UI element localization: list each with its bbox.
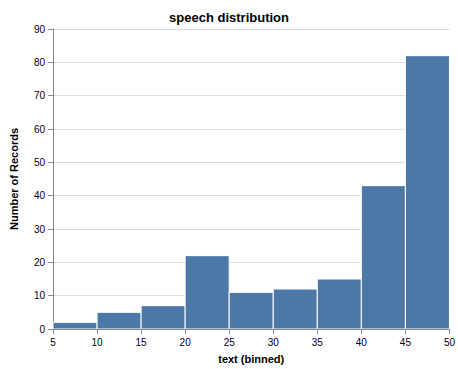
svg-text:40: 40: [34, 190, 46, 201]
svg-text:Number of Records: Number of Records: [8, 128, 20, 230]
svg-text:25: 25: [224, 337, 236, 348]
svg-text:35: 35: [312, 337, 324, 348]
svg-text:50: 50: [444, 337, 456, 348]
svg-text:90: 90: [34, 24, 46, 35]
svg-text:30: 30: [268, 337, 280, 348]
svg-text:80: 80: [34, 57, 46, 68]
svg-text:0: 0: [39, 324, 45, 335]
svg-text:30: 30: [34, 224, 46, 235]
svg-text:60: 60: [34, 124, 46, 135]
svg-text:5: 5: [50, 337, 56, 348]
svg-text:40: 40: [356, 337, 368, 348]
svg-text:70: 70: [34, 90, 46, 101]
svg-text:10: 10: [34, 290, 46, 301]
svg-text:20: 20: [180, 337, 192, 348]
svg-text:20: 20: [34, 257, 46, 268]
svg-text:45: 45: [400, 337, 412, 348]
svg-text:15: 15: [136, 337, 148, 348]
svg-text:10: 10: [91, 337, 103, 348]
svg-text:50: 50: [34, 157, 46, 168]
svg-text:speech distribution: speech distribution: [169, 10, 289, 25]
svg-text:text (binned): text (binned): [218, 353, 284, 365]
